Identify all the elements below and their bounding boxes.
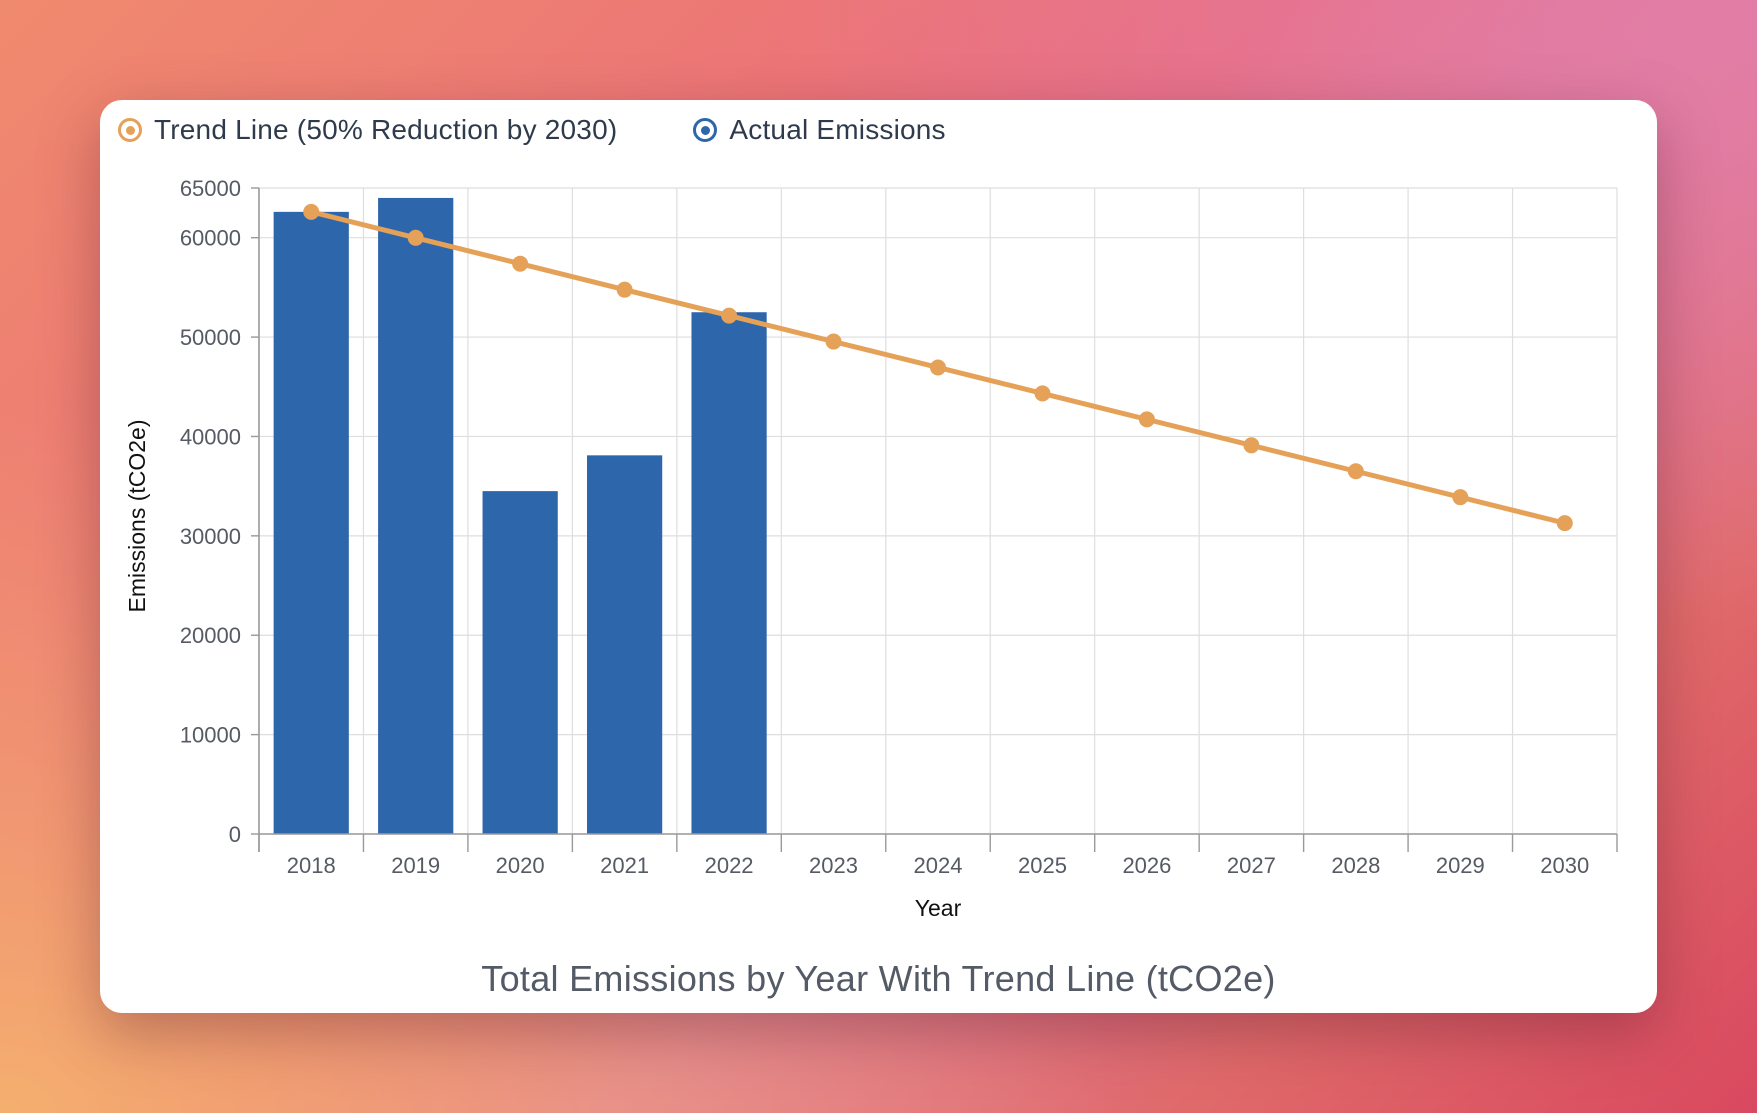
bar-2020 [482,491,558,834]
y-tick-label: 50000 [180,325,241,350]
legend-item-actual[interactable]: Actual Emissions [693,114,946,146]
x-tick-label-2018: 2018 [287,853,336,878]
y-tick-label: 10000 [180,723,241,748]
x-axis-title: Year [915,895,962,921]
trend-point-2022 [721,307,738,324]
trend-point-2019 [407,229,424,246]
trend-point-2023 [825,333,842,350]
trend-point-2030 [1556,515,1573,532]
trend-point-2021 [616,281,633,298]
x-tick-label-2028: 2028 [1331,853,1380,878]
trend-point-2029 [1452,489,1469,506]
x-tick-label-2030: 2030 [1540,853,1589,878]
x-tick-label-2024: 2024 [914,853,963,878]
y-tick-label: 65000 [180,176,241,201]
x-tick-label-2029: 2029 [1436,853,1485,878]
legend-marker-trend-icon [118,118,142,142]
legend-item-trend[interactable]: Trend Line (50% Reduction by 2030) [118,114,617,146]
x-tick-label-2025: 2025 [1018,853,1067,878]
y-tick-label: 30000 [180,524,241,549]
legend-label-trend: Trend Line (50% Reduction by 2030) [154,114,618,145]
bar-2021 [587,455,663,834]
x-tick-label-2027: 2027 [1227,853,1276,878]
legend-marker-actual-icon [693,118,718,142]
x-tick-label-2021: 2021 [600,853,649,878]
legend-label-actual: Actual Emissions [729,114,946,145]
x-tick-label-2019: 2019 [391,853,440,878]
x-tick-label-2023: 2023 [809,853,858,878]
bar-2018 [273,211,349,835]
chart-card: Trend Line (50% Reduction by 2030) Actua… [100,100,1657,1013]
trend-point-2018 [303,203,320,220]
trend-point-2026 [1138,411,1155,428]
trend-point-2025 [1034,385,1051,402]
bar-2022 [691,312,767,834]
x-tick-label-2020: 2020 [496,853,545,878]
bar-2019 [378,197,454,834]
trend-point-2024 [930,359,946,376]
x-tick-label-2022: 2022 [705,853,754,878]
trend-point-2027 [1243,437,1260,454]
legend: Trend Line (50% Reduction by 2030) Actua… [118,114,1022,146]
y-axis-title: Emissions (tCO2e) [124,420,150,613]
y-tick-label: 20000 [180,623,241,648]
trend-point-2020 [512,255,529,272]
y-tick-label: 60000 [180,226,241,251]
chart-plot: 0 10000 20000 30000 40000 50000 60000 65000 2018… [124,176,1618,921]
x-tick-label-2026: 2026 [1122,853,1171,878]
chart-title: Total Emissions by Year With Trend Line … [481,958,1276,999]
trend-point-2028 [1347,463,1364,480]
y-tick-label: 0 [229,822,241,847]
y-tick-label: 40000 [180,424,241,449]
